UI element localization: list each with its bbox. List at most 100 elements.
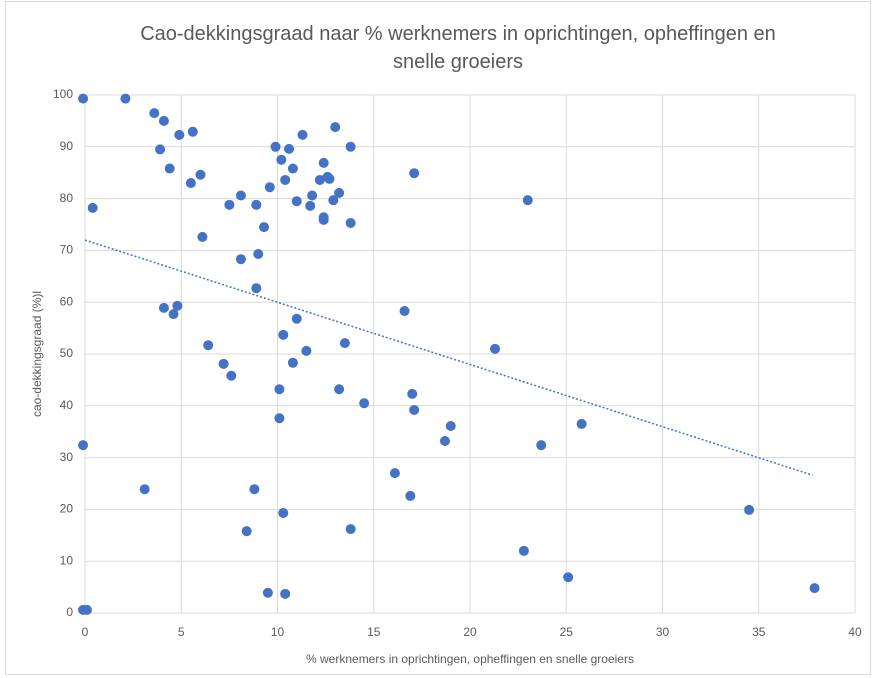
point xyxy=(251,199,262,210)
point xyxy=(339,338,350,349)
point xyxy=(345,141,356,152)
y-tick-label: 60 xyxy=(60,294,74,308)
point xyxy=(328,195,339,206)
y-tick-label: 30 xyxy=(60,450,74,464)
point xyxy=(318,214,329,225)
point xyxy=(563,572,574,583)
x-axis-label: % werknemers in oprichtingen, opheffinge… xyxy=(306,652,634,666)
point xyxy=(522,195,533,206)
chart-border xyxy=(5,1,871,675)
point xyxy=(187,126,198,137)
chart-title: Cao-dekkingsgraad naar % werknemers in o… xyxy=(140,23,776,73)
point xyxy=(276,154,287,165)
point xyxy=(251,283,262,294)
point xyxy=(280,174,291,185)
x-tick-label: 20 xyxy=(463,625,477,639)
point xyxy=(287,163,298,174)
point xyxy=(359,398,370,409)
point xyxy=(218,358,229,369)
point xyxy=(291,196,302,207)
point xyxy=(280,588,291,599)
y-axis-label: cao-dekkingsgraad (%)l xyxy=(30,291,44,417)
y-tick-label: 100 xyxy=(53,87,73,101)
point xyxy=(278,329,289,340)
point xyxy=(226,370,237,381)
point xyxy=(399,306,410,317)
point xyxy=(270,141,281,152)
point xyxy=(195,169,206,180)
x-tick-label: 15 xyxy=(367,625,381,639)
point xyxy=(259,222,270,233)
x-tick-label: 10 xyxy=(271,625,285,639)
point xyxy=(324,173,335,184)
point xyxy=(158,115,169,126)
point xyxy=(307,190,318,201)
point xyxy=(287,357,298,368)
point xyxy=(278,508,289,519)
point xyxy=(235,190,246,201)
point xyxy=(409,404,420,415)
point xyxy=(249,484,260,495)
point xyxy=(264,182,275,193)
point xyxy=(334,187,345,198)
point xyxy=(389,468,400,479)
x-tick-label: 5 xyxy=(178,625,185,639)
point xyxy=(149,108,160,119)
x-tick-label: 0 xyxy=(82,625,89,639)
point xyxy=(576,418,587,429)
y-tick-label: 20 xyxy=(60,502,74,516)
y-tick-label: 40 xyxy=(60,398,74,412)
point xyxy=(291,313,302,324)
point xyxy=(235,254,246,265)
point xyxy=(297,129,308,140)
point xyxy=(305,200,316,211)
y-tick-label: 50 xyxy=(60,346,74,360)
point xyxy=(445,421,456,432)
point xyxy=(87,202,98,213)
point xyxy=(536,440,547,451)
point xyxy=(314,174,325,185)
point xyxy=(241,526,252,537)
y-tick-label: 90 xyxy=(60,139,74,153)
y-tick-label: 70 xyxy=(60,243,74,257)
point xyxy=(120,93,131,104)
point xyxy=(301,345,312,356)
point xyxy=(334,384,345,395)
point xyxy=(744,504,755,515)
point xyxy=(78,440,89,451)
point xyxy=(155,144,166,155)
x-tick-label: 30 xyxy=(656,625,670,639)
point xyxy=(330,122,341,133)
y-tick-label: 10 xyxy=(60,553,74,567)
point xyxy=(78,93,89,104)
point xyxy=(253,249,264,260)
point xyxy=(345,217,356,228)
point xyxy=(81,604,92,615)
point xyxy=(518,545,529,556)
point xyxy=(490,343,501,354)
point xyxy=(224,199,235,210)
point xyxy=(274,413,285,424)
point xyxy=(409,168,420,179)
point xyxy=(164,163,175,174)
point xyxy=(809,583,820,594)
point xyxy=(274,384,285,395)
point xyxy=(203,340,214,351)
point xyxy=(168,309,179,320)
point xyxy=(439,436,450,447)
trendline xyxy=(84,239,813,476)
point xyxy=(284,143,295,154)
point xyxy=(158,302,169,313)
point xyxy=(345,524,356,535)
x-tick-label: 40 xyxy=(848,625,862,639)
point xyxy=(318,157,329,168)
point xyxy=(172,300,183,311)
point xyxy=(174,129,185,140)
point xyxy=(262,587,273,598)
point xyxy=(405,490,416,501)
point xyxy=(139,484,150,495)
x-tick-label: 35 xyxy=(752,625,766,639)
point xyxy=(407,388,418,399)
